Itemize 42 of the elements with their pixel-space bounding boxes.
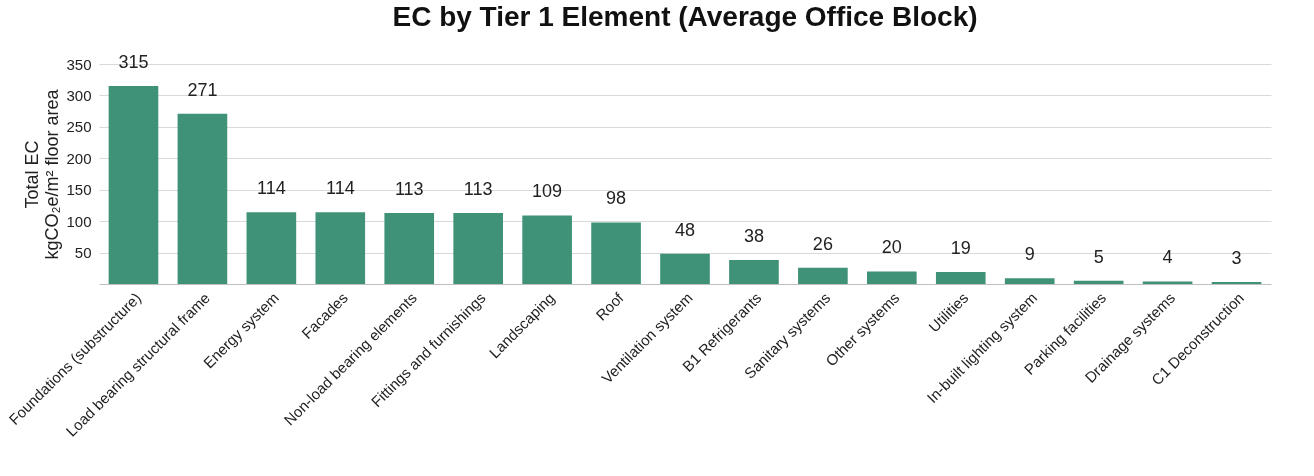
bar: [935, 272, 986, 284]
data-label: 48: [674, 219, 696, 240]
bar: [522, 215, 572, 284]
bar: [384, 212, 435, 284]
chart-title: EC by Tier 1 Element (Average Office Block): [392, 1, 978, 32]
data-label: 3: [1231, 248, 1242, 269]
data-label: 315: [118, 52, 149, 72]
bar: [867, 271, 917, 284]
bar: [453, 212, 503, 284]
data-label: 20: [881, 237, 902, 258]
data-label: 113: [394, 178, 424, 199]
data-label: 109: [532, 181, 563, 202]
data-label: 5: [1093, 246, 1104, 267]
bar: [660, 253, 710, 284]
y-tick-label: 200: [66, 149, 92, 167]
data-label: 114: [325, 178, 355, 199]
bar: [246, 212, 297, 284]
y-tick-label: 150: [66, 181, 92, 199]
y-tick-label: 100: [66, 212, 92, 230]
bar: [108, 86, 159, 284]
bar: [1073, 280, 1124, 284]
y-tick-label: 350: [66, 55, 92, 73]
data-label: 114: [257, 178, 286, 199]
bar: [798, 267, 848, 284]
y-tick-label: 300: [66, 86, 92, 104]
data-label: 4: [1162, 247, 1173, 268]
data-label: 38: [743, 226, 764, 247]
y-tick-label: 50: [74, 244, 92, 262]
data-label: 113: [463, 178, 493, 199]
bar: [729, 260, 779, 284]
bar: [591, 222, 641, 284]
data-label: 26: [812, 233, 833, 254]
data-label: 98: [606, 188, 627, 209]
bar: [315, 212, 366, 284]
data-label: 9: [1024, 244, 1035, 265]
data-label: 271: [187, 79, 218, 100]
bar: [1142, 281, 1193, 284]
y-axis-title: Total EC kgCO₂e/m² floor area: [22, 88, 63, 260]
y-tick-label: 250: [66, 118, 92, 136]
data-label: 19: [950, 238, 971, 259]
bar: [1004, 278, 1055, 284]
bar: [177, 113, 228, 284]
